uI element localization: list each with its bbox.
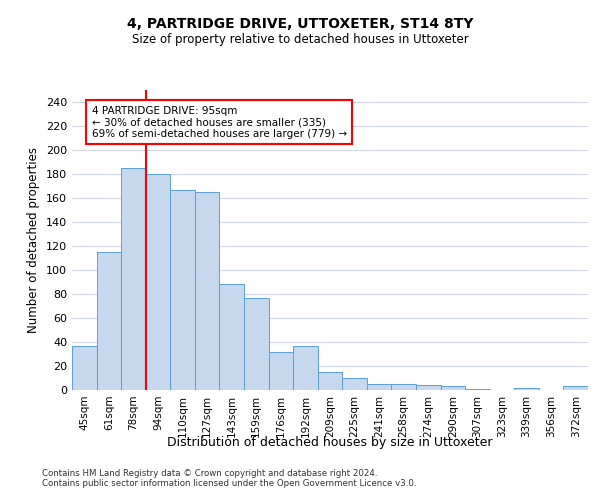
Bar xyxy=(342,378,367,390)
Text: Contains public sector information licensed under the Open Government Licence v3: Contains public sector information licen… xyxy=(42,478,416,488)
Bar xyxy=(220,284,244,390)
Bar xyxy=(440,386,465,390)
Bar xyxy=(244,298,269,390)
Bar xyxy=(514,388,539,390)
Bar xyxy=(391,384,416,390)
Bar xyxy=(367,384,391,390)
Text: Contains HM Land Registry data © Crown copyright and database right 2024.: Contains HM Land Registry data © Crown c… xyxy=(42,468,377,477)
Bar xyxy=(97,252,121,390)
Bar xyxy=(121,168,146,390)
Bar xyxy=(170,190,195,390)
Bar xyxy=(269,352,293,390)
Bar xyxy=(416,385,440,390)
Text: 4 PARTRIDGE DRIVE: 95sqm
← 30% of detached houses are smaller (335)
69% of semi-: 4 PARTRIDGE DRIVE: 95sqm ← 30% of detach… xyxy=(92,106,347,139)
Bar xyxy=(318,372,342,390)
Bar xyxy=(195,192,220,390)
Bar xyxy=(72,346,97,390)
Bar xyxy=(146,174,170,390)
Bar xyxy=(465,389,490,390)
Text: Size of property relative to detached houses in Uttoxeter: Size of property relative to detached ho… xyxy=(131,32,469,46)
Text: 4, PARTRIDGE DRIVE, UTTOXETER, ST14 8TY: 4, PARTRIDGE DRIVE, UTTOXETER, ST14 8TY xyxy=(127,18,473,32)
Y-axis label: Number of detached properties: Number of detached properties xyxy=(28,147,40,333)
Bar xyxy=(293,346,318,390)
Bar xyxy=(563,386,588,390)
Text: Distribution of detached houses by size in Uttoxeter: Distribution of detached houses by size … xyxy=(167,436,493,449)
